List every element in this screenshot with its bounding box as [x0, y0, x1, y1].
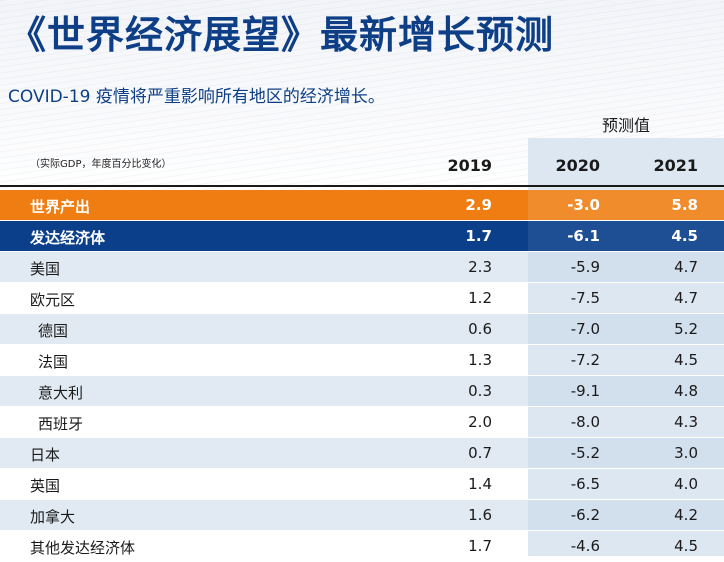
header-divider	[0, 185, 724, 187]
year-header-2019: 2019	[447, 156, 492, 175]
table-row: 英国 1.4 -6.5 4.0	[0, 469, 724, 500]
value-2019: 1.6	[468, 506, 492, 524]
forecast-cell-tint	[528, 190, 724, 220]
forecast-label: 预测值	[601, 116, 650, 135]
value-2020: -6.2	[570, 506, 600, 524]
value-2019: 1.4	[468, 475, 492, 493]
value-2020: -8.0	[570, 413, 600, 431]
value-2021: 4.7	[674, 289, 698, 307]
growth-table: 世界产出 2.9 -3.0 5.8 发达经济体 1.7 -6.1 4.5 美国 …	[0, 190, 724, 562]
table-row: 欧元区 1.2 -7.5 4.7	[0, 283, 724, 314]
value-2020: -5.9	[570, 258, 600, 276]
value-2019: 1.3	[468, 351, 492, 369]
row-name: 加拿大	[30, 508, 76, 526]
value-2020: -4.6	[570, 537, 600, 555]
year-header-2020: 2020	[555, 156, 600, 175]
value-2021: 5.2	[674, 320, 698, 338]
value-2019: 2.9	[465, 196, 492, 214]
row-name: 美国	[30, 260, 61, 278]
row-name: 欧元区	[30, 291, 76, 309]
value-2021: 3.0	[674, 444, 698, 462]
value-2020: -5.2	[570, 444, 600, 462]
value-2021: 4.2	[674, 506, 698, 524]
table-row: 法国 1.3 -7.2 4.5	[0, 345, 724, 376]
row-name: 意大利	[38, 384, 84, 402]
table-row: 日本 0.7 -5.2 3.0	[0, 438, 724, 469]
value-2019: 1.7	[465, 227, 492, 245]
table-row: 加拿大 1.6 -6.2 4.2	[0, 500, 724, 531]
value-2020: -7.0	[570, 320, 600, 338]
value-2021: 4.0	[674, 475, 698, 493]
table-row: 意大利 0.3 -9.1 4.8	[0, 376, 724, 407]
value-2020: -6.5	[570, 475, 600, 493]
row-name: 西班牙	[38, 415, 84, 433]
value-2019: 0.3	[468, 382, 492, 400]
value-2020: -7.5	[570, 289, 600, 307]
value-2019: 2.3	[468, 258, 492, 276]
value-2021: 4.5	[674, 537, 698, 555]
page-title: 《世界经济展望》最新增长预测	[8, 13, 555, 57]
row-name: 德国	[38, 322, 69, 340]
table-row: 美国 2.3 -5.9 4.7	[0, 252, 724, 283]
row-name: 日本	[30, 446, 61, 464]
table-row: 西班牙 2.0 -8.0 4.3	[0, 407, 724, 438]
row-name: 世界产出	[30, 198, 91, 216]
value-2019: 1.2	[468, 289, 492, 307]
row-name: 法国	[38, 353, 69, 371]
units-label: （实际GDP，年度百分比变化）	[30, 159, 172, 170]
table-row: 发达经济体 1.7 -6.1 4.5	[0, 221, 724, 252]
page-subtitle: COVID-19 疫情将严重影响所有地区的经济增长。	[8, 87, 385, 107]
row-name: 英国	[30, 477, 61, 495]
value-2021: 4.8	[674, 382, 698, 400]
row-name: 其他发达经济体	[30, 539, 136, 557]
table-row: 世界产出 2.9 -3.0 5.8	[0, 190, 724, 221]
value-2021: 4.5	[674, 351, 698, 369]
table-row: 其他发达经济体 1.7 -4.6 4.5	[0, 531, 724, 562]
value-2021: 4.5	[671, 227, 698, 245]
year-header-2021: 2021	[653, 156, 698, 175]
value-2020: -9.1	[570, 382, 600, 400]
value-2021: 4.3	[674, 413, 698, 431]
row-name: 发达经济体	[30, 229, 106, 247]
value-2020: -6.1	[567, 227, 600, 245]
value-2021: 4.7	[674, 258, 698, 276]
forecast-cell-tint	[528, 221, 724, 251]
value-2020: -7.2	[570, 351, 600, 369]
value-2019: 0.6	[468, 320, 492, 338]
table-row: 德国 0.6 -7.0 5.2	[0, 314, 724, 345]
value-2019: 0.7	[468, 444, 492, 462]
value-2019: 2.0	[468, 413, 492, 431]
value-2019: 1.7	[468, 537, 492, 555]
value-2020: -3.0	[567, 196, 600, 214]
value-2021: 5.8	[671, 196, 698, 214]
